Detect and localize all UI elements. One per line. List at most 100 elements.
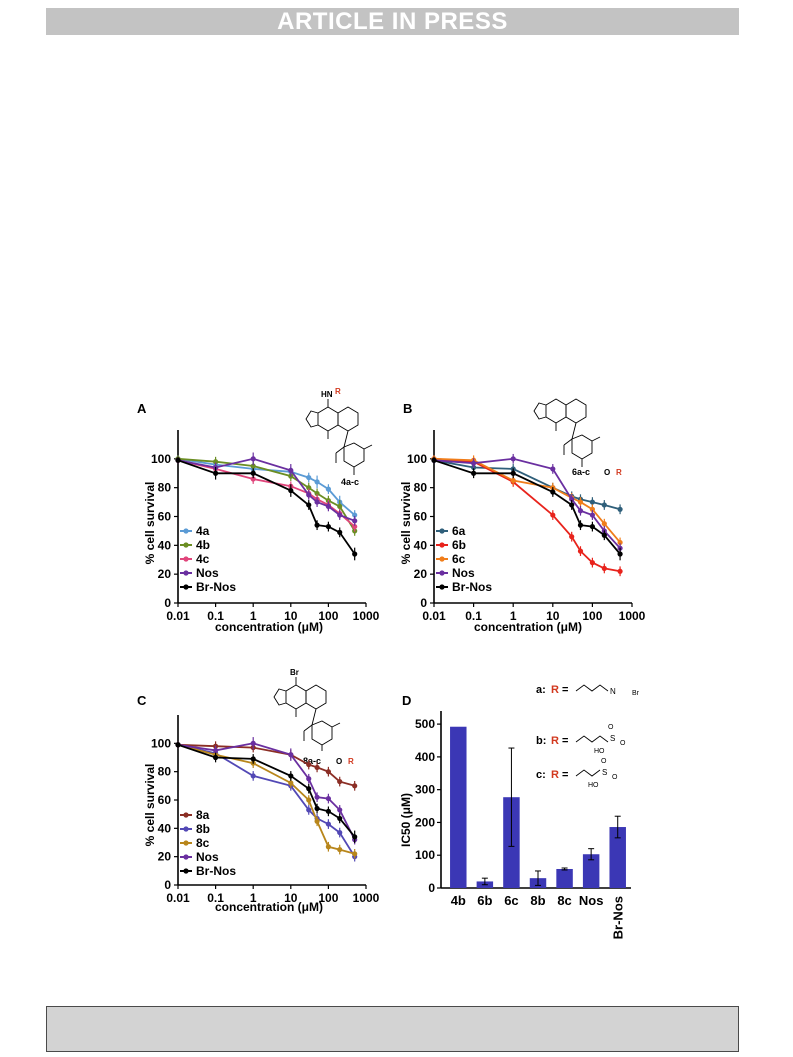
data-point bbox=[250, 470, 256, 476]
data-point bbox=[617, 551, 623, 557]
y-tick-label: 60 bbox=[158, 510, 172, 524]
data-point bbox=[431, 457, 437, 463]
data-point bbox=[288, 773, 294, 779]
structure-substituent: Br bbox=[290, 668, 299, 677]
data-point bbox=[337, 807, 343, 813]
y-tick-label: 100 bbox=[151, 452, 171, 466]
y-tick-label: 80 bbox=[158, 481, 172, 495]
series-Nos bbox=[431, 453, 623, 554]
y-axis-label: % cell survival bbox=[143, 764, 157, 847]
data-point bbox=[314, 522, 320, 528]
data-point bbox=[471, 460, 477, 466]
structure-o: O bbox=[604, 468, 610, 477]
data-point bbox=[306, 485, 312, 491]
y-tick-label: 80 bbox=[414, 481, 428, 495]
y-axis-label: IC50 (μM) bbox=[399, 793, 413, 847]
data-point bbox=[352, 518, 358, 524]
x-axis-label: concentration (μM) bbox=[474, 620, 582, 634]
article-in-press-banner: ARTICLE IN PRESS bbox=[46, 8, 739, 35]
legend-marker bbox=[183, 584, 189, 590]
x-tick-labels: 4b 6b 6c 8b 8c Nos Br-Nos bbox=[451, 893, 626, 939]
x-category-label: 8b bbox=[530, 893, 545, 908]
y-tick-label: 200 bbox=[415, 815, 435, 829]
data-point bbox=[352, 523, 358, 530]
data-point bbox=[250, 773, 256, 779]
data-point bbox=[325, 769, 331, 775]
legend-label: Br-Nos bbox=[452, 580, 492, 594]
x-tick-label: 10 bbox=[546, 609, 560, 623]
data-point bbox=[352, 783, 358, 789]
panel-letter: C bbox=[137, 693, 147, 708]
x-tick-label: 1000 bbox=[353, 891, 380, 905]
legend-label: Nos bbox=[196, 566, 219, 580]
panel-c: C Br 8a-c O R % cell survival concentrat… bbox=[137, 668, 380, 914]
x-tick-label: 100 bbox=[318, 609, 338, 623]
data-point bbox=[314, 805, 320, 812]
key-b-eq: = bbox=[562, 735, 568, 747]
panel-letter: D bbox=[402, 693, 411, 708]
banner-text: ARTICLE IN PRESS bbox=[277, 7, 508, 35]
data-point bbox=[337, 529, 343, 535]
legend-marker bbox=[439, 542, 445, 548]
legend-label: 4c bbox=[196, 552, 210, 566]
data-point bbox=[337, 512, 343, 518]
data-point bbox=[175, 742, 181, 748]
legend-label: Br-Nos bbox=[196, 580, 236, 594]
key-a-label: a: bbox=[536, 684, 546, 696]
data-point bbox=[250, 456, 256, 462]
y-axis-label: % cell survival bbox=[143, 482, 157, 565]
data-point bbox=[589, 523, 595, 530]
data-point bbox=[306, 474, 312, 481]
data-point bbox=[337, 815, 343, 822]
data-point bbox=[471, 470, 477, 476]
series-Nos bbox=[175, 452, 358, 526]
data-point bbox=[589, 506, 595, 512]
data-point bbox=[306, 807, 312, 813]
y-tick-label: 0 bbox=[420, 596, 427, 610]
legend-marker bbox=[439, 556, 445, 562]
x-tick-label: 1 bbox=[510, 609, 517, 623]
data-point bbox=[213, 459, 219, 465]
y-tick-label: 500 bbox=[415, 717, 435, 731]
data-point bbox=[325, 523, 331, 530]
y-axis-label: % cell survival bbox=[399, 482, 413, 565]
data-point bbox=[510, 456, 516, 462]
legend-marker bbox=[183, 528, 189, 534]
data-point bbox=[550, 466, 556, 472]
data-point bbox=[213, 747, 219, 754]
x-tick-label: 100 bbox=[582, 609, 602, 623]
plot-area bbox=[175, 452, 358, 561]
key-c-o1: O bbox=[601, 758, 607, 765]
legend-marker bbox=[183, 570, 189, 576]
legend-label: 6c bbox=[452, 552, 466, 566]
legend-marker bbox=[183, 556, 189, 562]
bar-8c bbox=[556, 868, 573, 888]
data-point bbox=[510, 477, 516, 484]
y-tick-label: 40 bbox=[158, 821, 172, 835]
data-point bbox=[288, 487, 294, 494]
data-point bbox=[337, 829, 343, 836]
x-category-label: 6b bbox=[477, 893, 492, 908]
bar-Nos bbox=[582, 854, 600, 888]
y-tick-label: 0 bbox=[428, 881, 435, 895]
x-category-label: Nos bbox=[579, 893, 604, 908]
x-axis-label: concentration (μM) bbox=[215, 900, 323, 914]
x-tick-label: 0.1 bbox=[465, 609, 482, 623]
data-point bbox=[601, 565, 607, 571]
data-point bbox=[213, 754, 219, 761]
data-point bbox=[617, 568, 623, 574]
plot-area bbox=[175, 737, 358, 862]
data-point bbox=[250, 463, 256, 469]
data-point bbox=[569, 534, 575, 540]
key-b-o1: O bbox=[608, 724, 614, 731]
panel-a: A HN R 4a-c % cell survival concentratio… bbox=[137, 387, 380, 634]
y-tick-label: 60 bbox=[158, 793, 172, 807]
x-category-label: 6c bbox=[504, 893, 518, 908]
data-point bbox=[510, 470, 516, 476]
x-tick-label: 10 bbox=[284, 609, 298, 623]
data-point bbox=[577, 499, 584, 505]
data-point bbox=[550, 489, 556, 495]
